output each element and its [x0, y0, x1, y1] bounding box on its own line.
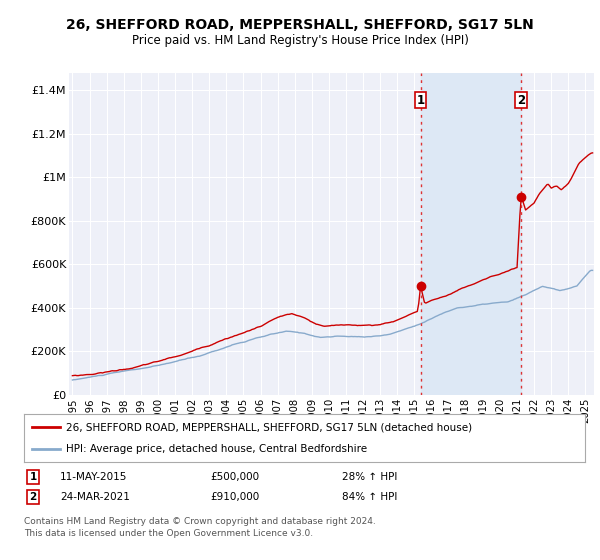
Text: 84% ↑ HPI: 84% ↑ HPI: [342, 492, 397, 502]
Text: 2: 2: [29, 492, 37, 502]
Text: 2: 2: [517, 94, 525, 106]
Text: 24-MAR-2021: 24-MAR-2021: [60, 492, 130, 502]
Text: HPI: Average price, detached house, Central Bedfordshire: HPI: Average price, detached house, Cent…: [66, 444, 367, 454]
Bar: [421, 73, 521, 395]
Text: Price paid vs. HM Land Registry's House Price Index (HPI): Price paid vs. HM Land Registry's House …: [131, 34, 469, 47]
Text: 26, SHEFFORD ROAD, MEPPERSHALL, SHEFFORD, SG17 5LN (detached house): 26, SHEFFORD ROAD, MEPPERSHALL, SHEFFORD…: [66, 422, 472, 432]
Text: £500,000: £500,000: [210, 472, 259, 482]
Text: 1: 1: [416, 94, 425, 106]
Text: 1: 1: [29, 472, 37, 482]
Text: 26, SHEFFORD ROAD, MEPPERSHALL, SHEFFORD, SG17 5LN: 26, SHEFFORD ROAD, MEPPERSHALL, SHEFFORD…: [66, 18, 534, 32]
Text: 28% ↑ HPI: 28% ↑ HPI: [342, 472, 397, 482]
Text: £910,000: £910,000: [210, 492, 259, 502]
Text: 11-MAY-2015: 11-MAY-2015: [60, 472, 127, 482]
Text: Contains HM Land Registry data © Crown copyright and database right 2024.: Contains HM Land Registry data © Crown c…: [24, 516, 376, 526]
Text: This data is licensed under the Open Government Licence v3.0.: This data is licensed under the Open Gov…: [24, 530, 313, 539]
